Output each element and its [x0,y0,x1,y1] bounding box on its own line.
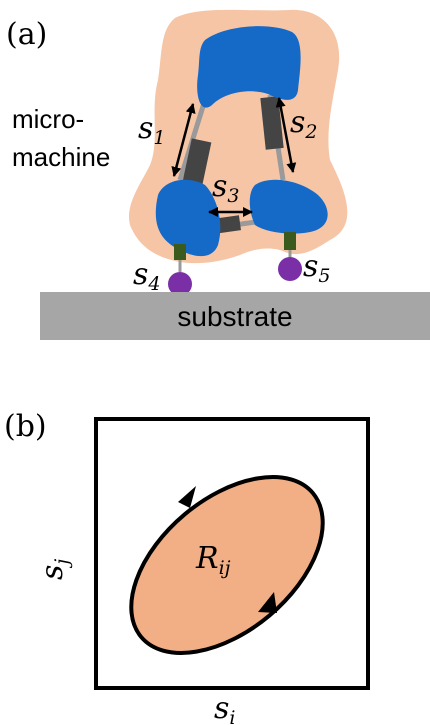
subscript: i [229,707,235,725]
symbol: s [214,691,229,725]
machine-label: machine [12,142,110,172]
panel-label: (b) [4,409,47,444]
symbol: R [195,541,219,576]
foot [278,257,302,281]
y-axis-label: sj [35,559,73,580]
subscript: 4 [147,273,160,295]
symbol: s [133,257,148,292]
figure: (a) micro- machine s1 s2 s3 s4 s5 substr… [0,0,430,725]
symbol: s [303,249,318,284]
foot-post [284,232,296,250]
subscript: ij [219,557,231,579]
symbol: s [290,105,305,140]
x-axis-label: si [214,691,235,725]
foot-post [174,244,186,260]
symbol: s [35,565,70,580]
subscript: 5 [318,265,330,287]
subscript: 2 [304,121,317,143]
subscript: 3 [227,185,239,207]
substrate-label: substrate [177,301,292,332]
symbol: s [138,111,153,146]
direction-arrow [178,486,196,508]
spring-label: s5 [303,249,331,287]
subscript: 1 [153,127,165,149]
panel-label: (a) [6,17,47,52]
symbol: s [212,169,227,204]
spring-label: s4 [133,257,161,295]
machine-label: micro- [12,104,84,134]
